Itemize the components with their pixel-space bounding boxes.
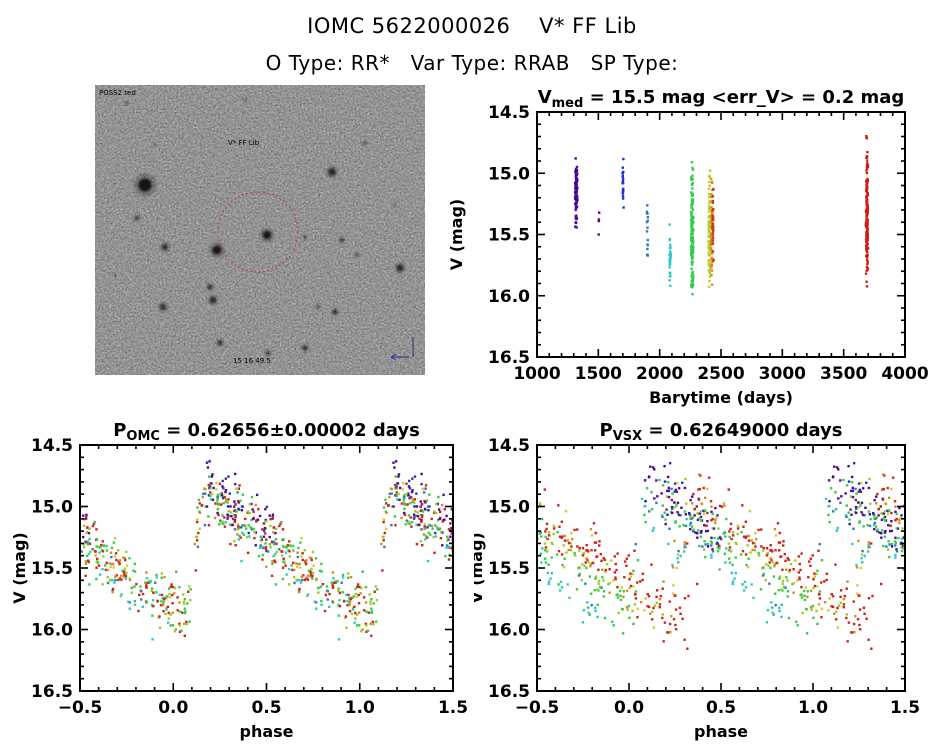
y-tick-label: 16.0 bbox=[31, 621, 73, 641]
coords-label: 15 16 49.5 bbox=[233, 357, 271, 365]
x-tick-label: −0.5 bbox=[58, 698, 102, 718]
page-title: IOMC 5622000026 V* FF Lib bbox=[307, 14, 637, 38]
y-tick-label: 16.5 bbox=[31, 682, 73, 702]
x-tick-label: 1.5 bbox=[438, 698, 468, 718]
y-tick-label: 15.0 bbox=[31, 498, 73, 518]
finder-target-label: V* FF Lib bbox=[228, 139, 260, 147]
y-tick-label: 14.5 bbox=[488, 103, 530, 123]
plot-title: PVSX = 0.62649000 days bbox=[599, 420, 842, 444]
y-tick-label: 14.5 bbox=[488, 436, 530, 456]
y-tick-label: 15.0 bbox=[488, 164, 530, 184]
y-axis-label: V (mag) bbox=[447, 199, 466, 271]
x-tick-label: 0.5 bbox=[251, 698, 281, 718]
y-tick-label: 16.5 bbox=[488, 682, 530, 702]
data-points bbox=[538, 461, 904, 650]
y-tick-label: 14.5 bbox=[31, 436, 73, 456]
y-axis-label: V (mag) bbox=[10, 532, 29, 604]
star-field bbox=[112, 97, 406, 357]
axes bbox=[79, 444, 454, 692]
barytime-lightcurve-plot: 1000 1500 2000 2500 3000 3500 4000 14.5 15.0 15.5… bbox=[447, 87, 929, 407]
x-tick-label: 2000 bbox=[636, 364, 683, 384]
survey-label: POSS2 red bbox=[99, 89, 136, 97]
x-tick-label: 1.5 bbox=[890, 698, 920, 718]
plot-title: POMC = 0.62656±0.00002 days bbox=[113, 420, 420, 444]
x-tick-label: 0.0 bbox=[158, 698, 188, 718]
finder-noise-texture bbox=[95, 85, 425, 375]
x-tick-label: 2500 bbox=[697, 364, 744, 384]
x-tick-label: 0.0 bbox=[614, 698, 644, 718]
x-axis-label: phase bbox=[239, 722, 293, 741]
vsx-phase-plot: −0.5 0.0 0.5 1.0 1.5 14.5 15.0 15.5 16.0 16.5 phas… bbox=[474, 420, 920, 741]
target-circle bbox=[217, 191, 299, 273]
x-tick-label: 4000 bbox=[881, 364, 928, 384]
finder-chart-image: POSS2 red V* FF Lib 15 16 49.5 bbox=[95, 85, 425, 375]
x-axis-label: Barytime (days) bbox=[649, 388, 793, 407]
x-tick-label: 1.0 bbox=[345, 698, 375, 718]
x-tick-label: 1.0 bbox=[798, 698, 828, 718]
y-tick-label: 16.5 bbox=[488, 348, 530, 368]
omc-phase-plot: −0.5 0.0 0.5 1.0 1.5 14.5 15.0 15.5 16.0 16.5 phas… bbox=[10, 420, 468, 741]
y-axis-label: V (mag) bbox=[474, 532, 486, 604]
y-tick-label: 16.0 bbox=[488, 621, 530, 641]
x-tick-label: 1000 bbox=[513, 364, 560, 384]
x-tick-label: −0.5 bbox=[515, 698, 559, 718]
compass-icon bbox=[390, 337, 414, 361]
y-tick-label: 15.0 bbox=[488, 498, 530, 518]
axes bbox=[536, 444, 906, 692]
data-points bbox=[81, 460, 452, 641]
y-tick-label: 15.5 bbox=[488, 559, 530, 579]
x-tick-label: 3500 bbox=[820, 364, 867, 384]
data-points bbox=[573, 135, 870, 296]
x-tick-label: 0.5 bbox=[706, 698, 736, 718]
x-axis-label: phase bbox=[694, 722, 748, 741]
axes bbox=[536, 111, 906, 358]
x-tick-label: 3000 bbox=[759, 364, 806, 384]
y-tick-label: 16.0 bbox=[488, 287, 530, 307]
x-tick-label: 1500 bbox=[575, 364, 622, 384]
y-tick-label: 15.5 bbox=[31, 559, 73, 579]
y-tick-label: 15.5 bbox=[488, 226, 530, 246]
plot-title: Vmed = 15.5 mag <err_V> = 0.2 mag bbox=[538, 87, 905, 111]
page-subtitle: O Type: RR* Var Type: RRAB SP Type: bbox=[265, 51, 679, 75]
